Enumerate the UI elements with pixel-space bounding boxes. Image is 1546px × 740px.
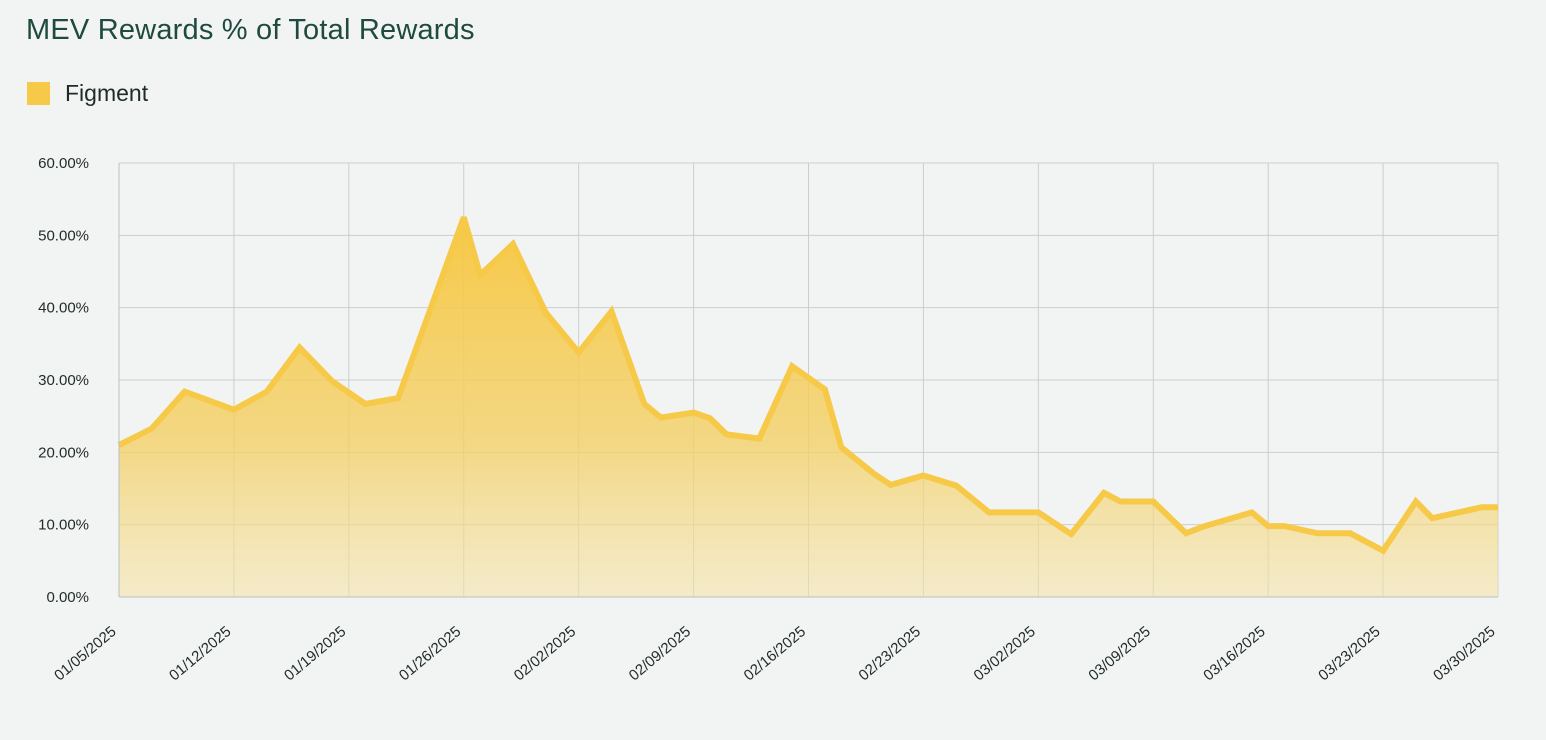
x-tick-label: 02/23/2025 [856,623,924,684]
y-tick-label: 10.00% [38,517,89,534]
y-tick-label: 0.00% [46,589,89,606]
x-tick-label: 03/09/2025 [1085,623,1153,684]
x-tick-label: 02/09/2025 [626,623,694,684]
legend: Figment [27,80,148,107]
y-tick-label: 40.00% [38,300,89,317]
chart-title: MEV Rewards % of Total Rewards [26,14,475,46]
x-tick-label: 03/23/2025 [1315,623,1383,684]
x-tick-label: 01/12/2025 [166,623,234,684]
x-tick-label: 03/30/2025 [1430,623,1498,684]
x-tick-label: 03/02/2025 [970,623,1038,684]
x-tick-label: 01/05/2025 [51,623,119,684]
series-area-layer [117,216,1498,598]
y-tick-label: 30.00% [38,372,89,389]
x-tick-label: 03/16/2025 [1200,623,1268,684]
y-tick-label: 50.00% [38,227,89,244]
legend-label-figment: Figment [65,80,149,106]
x-tick-label: 01/19/2025 [281,623,349,684]
legend-swatch-figment [27,82,50,105]
x-tick-label: 02/16/2025 [741,623,809,684]
y-tick-label: 20.00% [38,444,89,461]
x-tick-label: 02/02/2025 [511,623,579,684]
x-tick-label: 01/26/2025 [396,623,464,684]
y-tick-label: 60.00% [38,155,89,172]
series-line-figment [117,216,1498,555]
